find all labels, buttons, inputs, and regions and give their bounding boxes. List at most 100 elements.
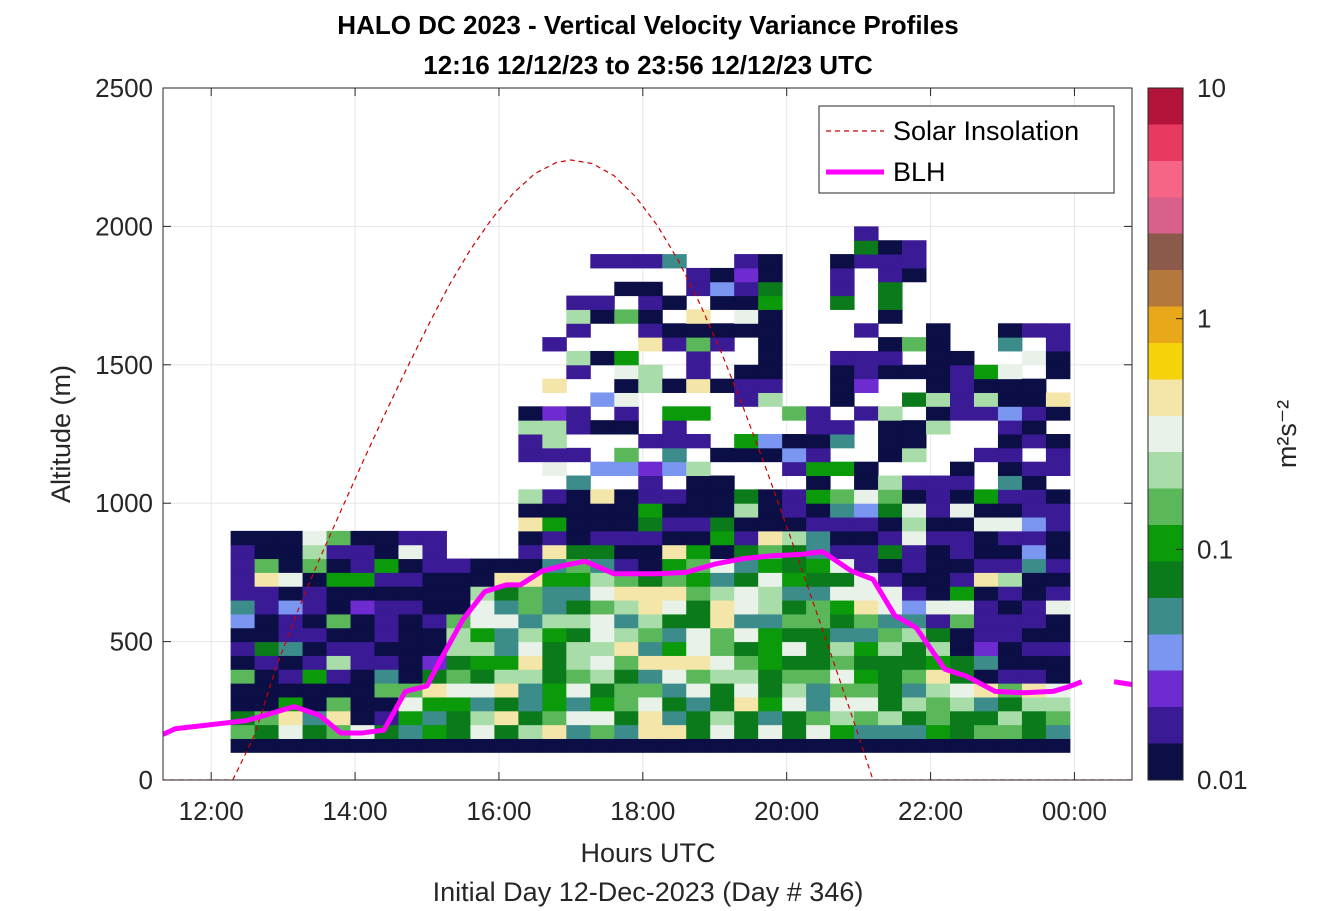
heatmap-cell bbox=[662, 337, 687, 352]
heatmap-cell bbox=[1045, 406, 1071, 421]
solar-insolation-line bbox=[163, 159, 1132, 780]
heatmap-cell bbox=[926, 600, 951, 615]
heatmap-cell bbox=[302, 683, 328, 698]
heatmap-cell bbox=[902, 503, 927, 518]
heatmap-cell bbox=[758, 738, 783, 753]
heatmap-cell bbox=[1045, 544, 1071, 560]
heatmap-cell bbox=[1045, 655, 1071, 670]
heatmap-cell bbox=[542, 406, 567, 421]
heatmap-cell bbox=[638, 627, 663, 643]
heatmap-cell bbox=[997, 558, 1023, 573]
heatmap-cell bbox=[758, 627, 783, 643]
heatmap-cell bbox=[710, 641, 735, 656]
heatmap-cell bbox=[398, 641, 423, 656]
heatmap-cell bbox=[686, 475, 711, 490]
heatmap-cell bbox=[997, 586, 1023, 601]
heatmap-cell bbox=[302, 613, 328, 629]
heatmap-cell bbox=[590, 655, 615, 670]
heatmap-cell bbox=[566, 613, 591, 629]
heatmap-cell bbox=[854, 364, 879, 380]
heatmap-cell bbox=[758, 683, 783, 698]
heatmap-cell bbox=[902, 669, 927, 684]
heatmap-cell bbox=[662, 254, 687, 269]
x-axis-sublabel: Initial Day 12-Dec-2023 (Day # 346) bbox=[433, 877, 864, 907]
heatmap-cell bbox=[566, 724, 591, 739]
heatmap-cell bbox=[878, 655, 903, 670]
heatmap-cell bbox=[926, 558, 951, 573]
heatmap-cell bbox=[398, 530, 423, 546]
heatmap-cell bbox=[997, 323, 1023, 338]
x-tick-label: 14:00 bbox=[323, 796, 388, 826]
heatmap-cell bbox=[734, 281, 759, 297]
heatmap-cell bbox=[254, 641, 280, 656]
heatmap-cell bbox=[806, 655, 831, 670]
heatmap-cell bbox=[638, 517, 663, 532]
heatmap-cell bbox=[878, 309, 903, 324]
heatmap-cell bbox=[830, 503, 855, 518]
heatmap-cell bbox=[830, 710, 855, 726]
heatmap-cell bbox=[949, 627, 975, 643]
heatmap-cell bbox=[710, 600, 735, 615]
heatmap-cell bbox=[518, 544, 543, 560]
heatmap-cell bbox=[734, 738, 759, 753]
heatmap-cell bbox=[542, 489, 567, 504]
heatmap-cell bbox=[686, 544, 711, 560]
heatmap-cell bbox=[854, 738, 879, 753]
heatmap-cell bbox=[734, 489, 759, 504]
heatmap-cell bbox=[878, 406, 903, 421]
heatmap-cell bbox=[926, 544, 951, 560]
heatmap-cell bbox=[566, 530, 591, 546]
heatmap-cell bbox=[350, 710, 375, 726]
heatmap-cell bbox=[230, 738, 256, 753]
heatmap-cell bbox=[590, 544, 615, 560]
heatmap-cell bbox=[638, 738, 663, 753]
heatmap-cell bbox=[326, 600, 352, 615]
heatmap-cell bbox=[686, 572, 711, 587]
heatmap-cell bbox=[470, 572, 495, 587]
heatmap-cell bbox=[949, 710, 975, 726]
heatmap-cell bbox=[398, 738, 423, 753]
heatmap-cell bbox=[830, 281, 855, 297]
heatmap-cell bbox=[997, 710, 1023, 726]
heatmap-cell bbox=[686, 337, 711, 352]
heatmap-cell bbox=[949, 558, 975, 573]
heatmap-cell bbox=[854, 724, 879, 739]
heatmap-cell bbox=[830, 489, 855, 504]
heatmap-cell bbox=[758, 669, 783, 684]
heatmap-cell bbox=[638, 683, 663, 698]
heatmap-cell bbox=[997, 600, 1023, 615]
heatmap-cell bbox=[614, 627, 639, 643]
heatmap-cell bbox=[878, 669, 903, 684]
heatmap-cell bbox=[518, 503, 543, 518]
heatmap-cell bbox=[662, 530, 687, 546]
heatmap-cell bbox=[638, 696, 663, 712]
heatmap-cell bbox=[1021, 350, 1047, 366]
heatmap-cell bbox=[997, 613, 1023, 629]
heatmap-cell bbox=[782, 434, 807, 449]
heatmap-cell bbox=[590, 600, 615, 615]
heatmap-cell bbox=[422, 738, 447, 753]
heatmap-cell bbox=[878, 724, 903, 739]
heatmap-cell bbox=[542, 738, 567, 753]
heatmap-cell bbox=[350, 586, 375, 601]
heatmap-cell bbox=[566, 544, 591, 560]
heatmap-cell bbox=[470, 627, 495, 643]
heatmap-cell bbox=[758, 517, 783, 532]
heatmap-cell bbox=[566, 323, 591, 338]
heatmap-cell bbox=[422, 724, 447, 739]
heatmap-cell bbox=[326, 641, 352, 656]
heatmap-cell bbox=[686, 503, 711, 518]
legend-box bbox=[818, 105, 1115, 194]
heatmap-cell bbox=[997, 669, 1023, 684]
heatmap-cell bbox=[662, 683, 687, 698]
heatmap-cell bbox=[949, 364, 975, 380]
heatmap-cell bbox=[686, 281, 711, 297]
heatmap-cell bbox=[686, 350, 711, 366]
heatmap-cell bbox=[758, 447, 783, 463]
heatmap-cell bbox=[806, 613, 831, 629]
heatmap-cell bbox=[830, 364, 855, 380]
heatmap-cell bbox=[422, 696, 447, 712]
heatmap-cell bbox=[350, 572, 375, 587]
heatmap-cell bbox=[997, 544, 1023, 560]
